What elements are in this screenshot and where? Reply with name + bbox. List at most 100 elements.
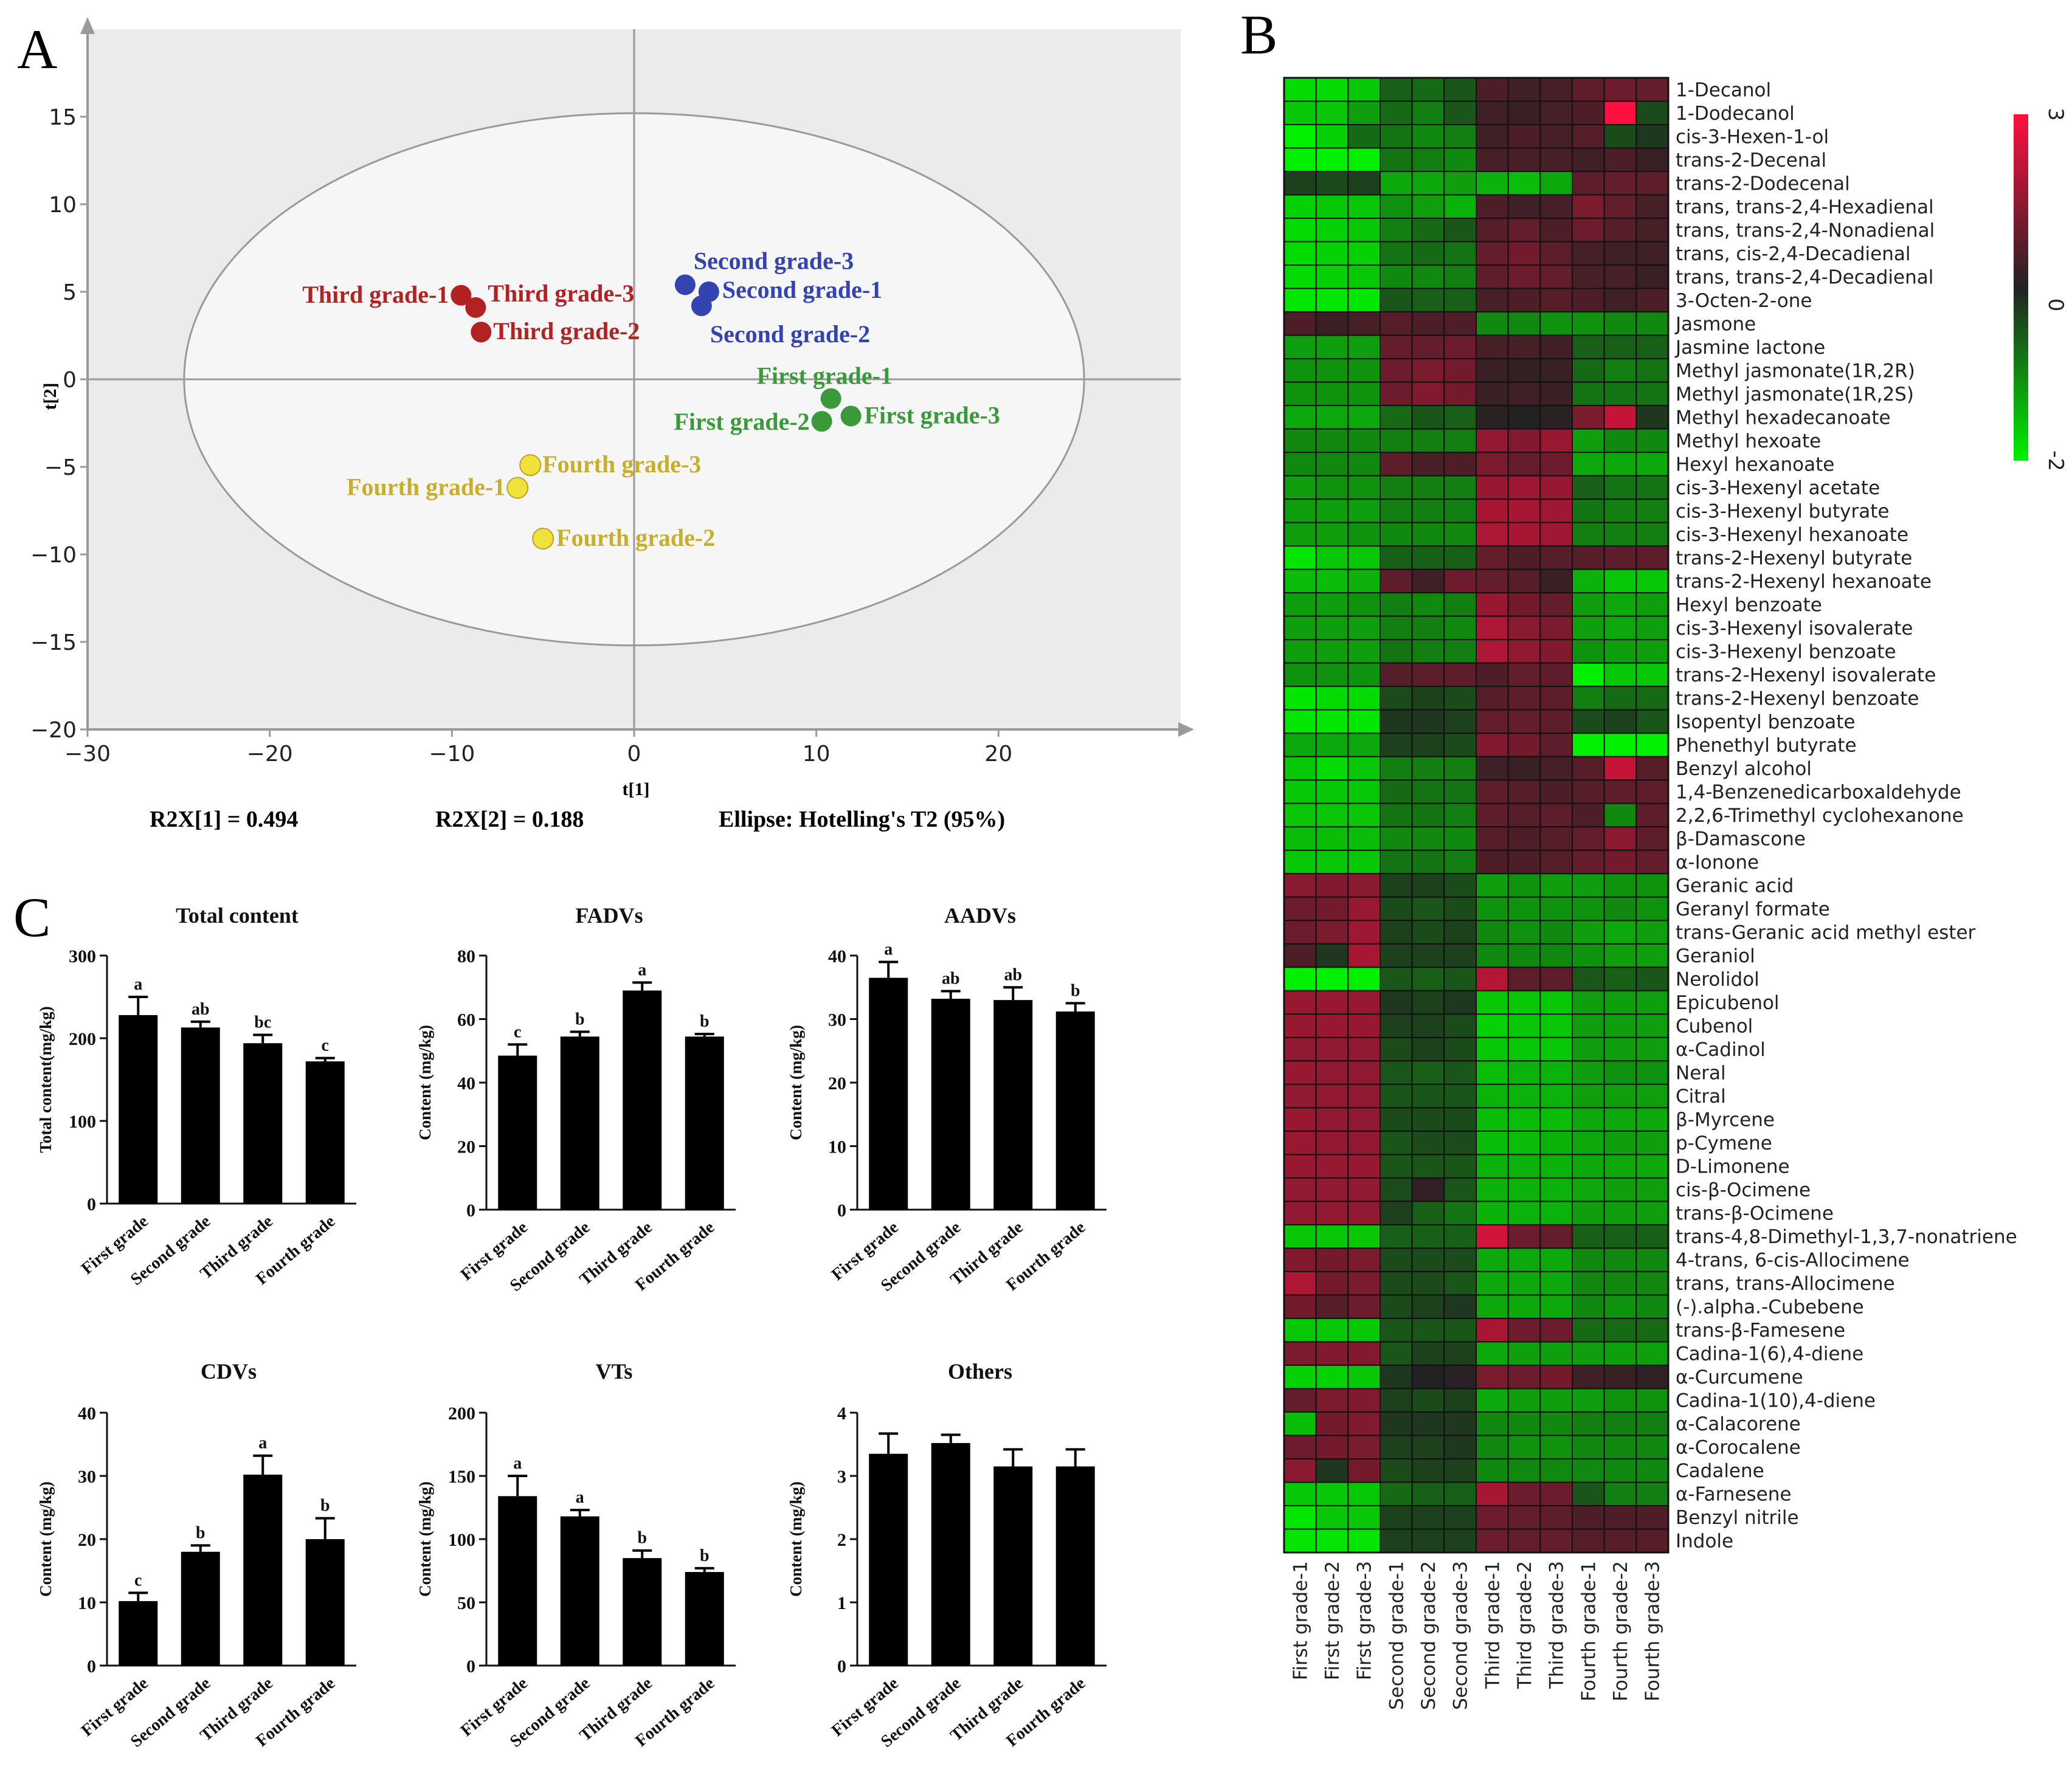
heatmap-cell bbox=[1380, 1317, 1413, 1343]
heatmap-cell bbox=[1572, 967, 1605, 991]
heatmap-cell bbox=[1443, 311, 1477, 336]
heatmap-row-label: Methyl hexoate bbox=[1676, 430, 1821, 452]
bar bbox=[119, 1015, 158, 1204]
heatmap-row-label: trans, trans-Allocimene bbox=[1676, 1273, 1895, 1295]
heatmap-cell bbox=[1572, 849, 1605, 875]
heatmap-cell bbox=[1507, 849, 1541, 875]
heatmap-cell bbox=[1476, 1247, 1509, 1272]
heatmap-row-label: 1,4-Benzenedicarboxaldehyde bbox=[1676, 781, 1961, 803]
heatmap-column-label: First grade-1 bbox=[1290, 1561, 1311, 1680]
heatmap-cell bbox=[1411, 920, 1445, 945]
heatmap-cell bbox=[1539, 1294, 1573, 1319]
heatmap-column-label: Fourth grade-3 bbox=[1642, 1561, 1664, 1701]
heatmap-cell bbox=[1476, 1224, 1509, 1249]
heatmap-row-label: Indole bbox=[1676, 1531, 1733, 1552]
heatmap-cell bbox=[1443, 1294, 1477, 1319]
heatmap-cell bbox=[1476, 381, 1509, 407]
heatmap-cell bbox=[1283, 732, 1317, 757]
heatmap-cell bbox=[1411, 358, 1445, 383]
heatmap-cell bbox=[1315, 1247, 1349, 1272]
heatmap-cell bbox=[1603, 732, 1637, 757]
heatmap-cell bbox=[1380, 77, 1413, 102]
heatmap-cell bbox=[1283, 756, 1317, 781]
heatmap-cell bbox=[1411, 615, 1445, 641]
bar-y-tick-label: 60 bbox=[457, 1010, 475, 1030]
heatmap-cell bbox=[1315, 147, 1349, 173]
heatmap-cell bbox=[1507, 1504, 1541, 1530]
heatmap-cell bbox=[1347, 1388, 1381, 1413]
heatmap-cell bbox=[1476, 779, 1509, 804]
heatmap-row-label: Nerolidol bbox=[1676, 969, 1759, 991]
heatmap-cell bbox=[1476, 358, 1509, 383]
heatmap-cell bbox=[1411, 171, 1445, 196]
heatmap-cell bbox=[1443, 1317, 1477, 1343]
heatmap-cell bbox=[1443, 849, 1477, 875]
heatmap-cell bbox=[1380, 475, 1413, 500]
heatmap-cell bbox=[1347, 1130, 1381, 1156]
bar-chart-total: 0 100 200 300 Total content Total content(mg/… bbox=[36, 903, 356, 1289]
heatmap-cell bbox=[1476, 1270, 1509, 1296]
pca-y-tick-label: −15 bbox=[30, 630, 77, 655]
heatmap-cell bbox=[1347, 1317, 1381, 1343]
heatmap-cell bbox=[1411, 1364, 1445, 1390]
heatmap-cell bbox=[1572, 428, 1605, 453]
heatmap-row-label: α-Farnesene bbox=[1676, 1484, 1791, 1506]
heatmap-cell bbox=[1283, 288, 1317, 313]
heatmap-cell bbox=[1539, 1411, 1573, 1436]
heatmap-cell bbox=[1380, 1341, 1413, 1366]
heatmap-cell bbox=[1380, 662, 1413, 688]
heatmap-cell bbox=[1411, 100, 1445, 126]
heatmap-cell bbox=[1347, 475, 1381, 500]
heatmap-cell bbox=[1380, 1435, 1413, 1459]
heatmap-cell bbox=[1572, 171, 1605, 196]
heatmap-cell bbox=[1476, 990, 1509, 1015]
bar-y-tick-label: 1 bbox=[837, 1593, 846, 1613]
heatmap-cell bbox=[1635, 1458, 1669, 1483]
heatmap-cell bbox=[1411, 709, 1445, 734]
heatmap-cell bbox=[1315, 802, 1349, 828]
heatmap-cell bbox=[1283, 498, 1317, 523]
heatmap-cell bbox=[1315, 1317, 1349, 1343]
heatmap-cell bbox=[1476, 405, 1509, 430]
heatmap-cell bbox=[1603, 802, 1637, 828]
heatmap-cell bbox=[1283, 1247, 1317, 1272]
heatmap-cell bbox=[1539, 1247, 1573, 1272]
heatmap-cell bbox=[1380, 241, 1413, 266]
heatmap-cell bbox=[1635, 1201, 1669, 1225]
heatmap-cell bbox=[1443, 334, 1477, 360]
heatmap-cell bbox=[1411, 147, 1445, 173]
heatmap-cell bbox=[1539, 709, 1573, 734]
heatmap-cell bbox=[1539, 1270, 1573, 1296]
heatmap-cell bbox=[1443, 171, 1477, 196]
heatmap-cell bbox=[1443, 826, 1477, 851]
heatmap-cell bbox=[1380, 311, 1413, 336]
pca-point-label-fourth-grade-3: Fourth grade-3 bbox=[542, 450, 701, 478]
heatmap-cell bbox=[1380, 873, 1413, 898]
heatmap-row-label: Methyl jasmonate(1R,2R) bbox=[1676, 360, 1915, 382]
heatmap-cell bbox=[1380, 592, 1413, 617]
heatmap-cell bbox=[1476, 1294, 1509, 1319]
heatmap-cell bbox=[1283, 1177, 1317, 1202]
heatmap-cell bbox=[1603, 568, 1637, 594]
heatmap-cell bbox=[1476, 849, 1509, 875]
heatmap-cell bbox=[1283, 1504, 1317, 1530]
heatmap-row-label: Benzyl alcohol bbox=[1676, 758, 1812, 780]
heatmap-cell bbox=[1283, 920, 1317, 945]
pca-x-axis-title: t[1] bbox=[623, 779, 650, 799]
bar bbox=[993, 1466, 1033, 1666]
heatmap-cell bbox=[1539, 1201, 1573, 1225]
heatmap-cell bbox=[1539, 288, 1573, 313]
heatmap-cell bbox=[1635, 1107, 1669, 1132]
heatmap-cell bbox=[1539, 100, 1573, 126]
heatmap-cell bbox=[1283, 1411, 1317, 1436]
heatmap-cell bbox=[1603, 218, 1637, 243]
bar-y-tick-label: 30 bbox=[828, 1010, 846, 1030]
heatmap-cell bbox=[1539, 1341, 1573, 1366]
bar-chart-title: CDVs bbox=[201, 1359, 257, 1384]
heatmap-cell bbox=[1315, 662, 1349, 688]
heatmap-cell bbox=[1380, 1060, 1413, 1085]
heatmap-cell bbox=[1635, 779, 1669, 804]
heatmap-cell bbox=[1476, 1341, 1509, 1366]
